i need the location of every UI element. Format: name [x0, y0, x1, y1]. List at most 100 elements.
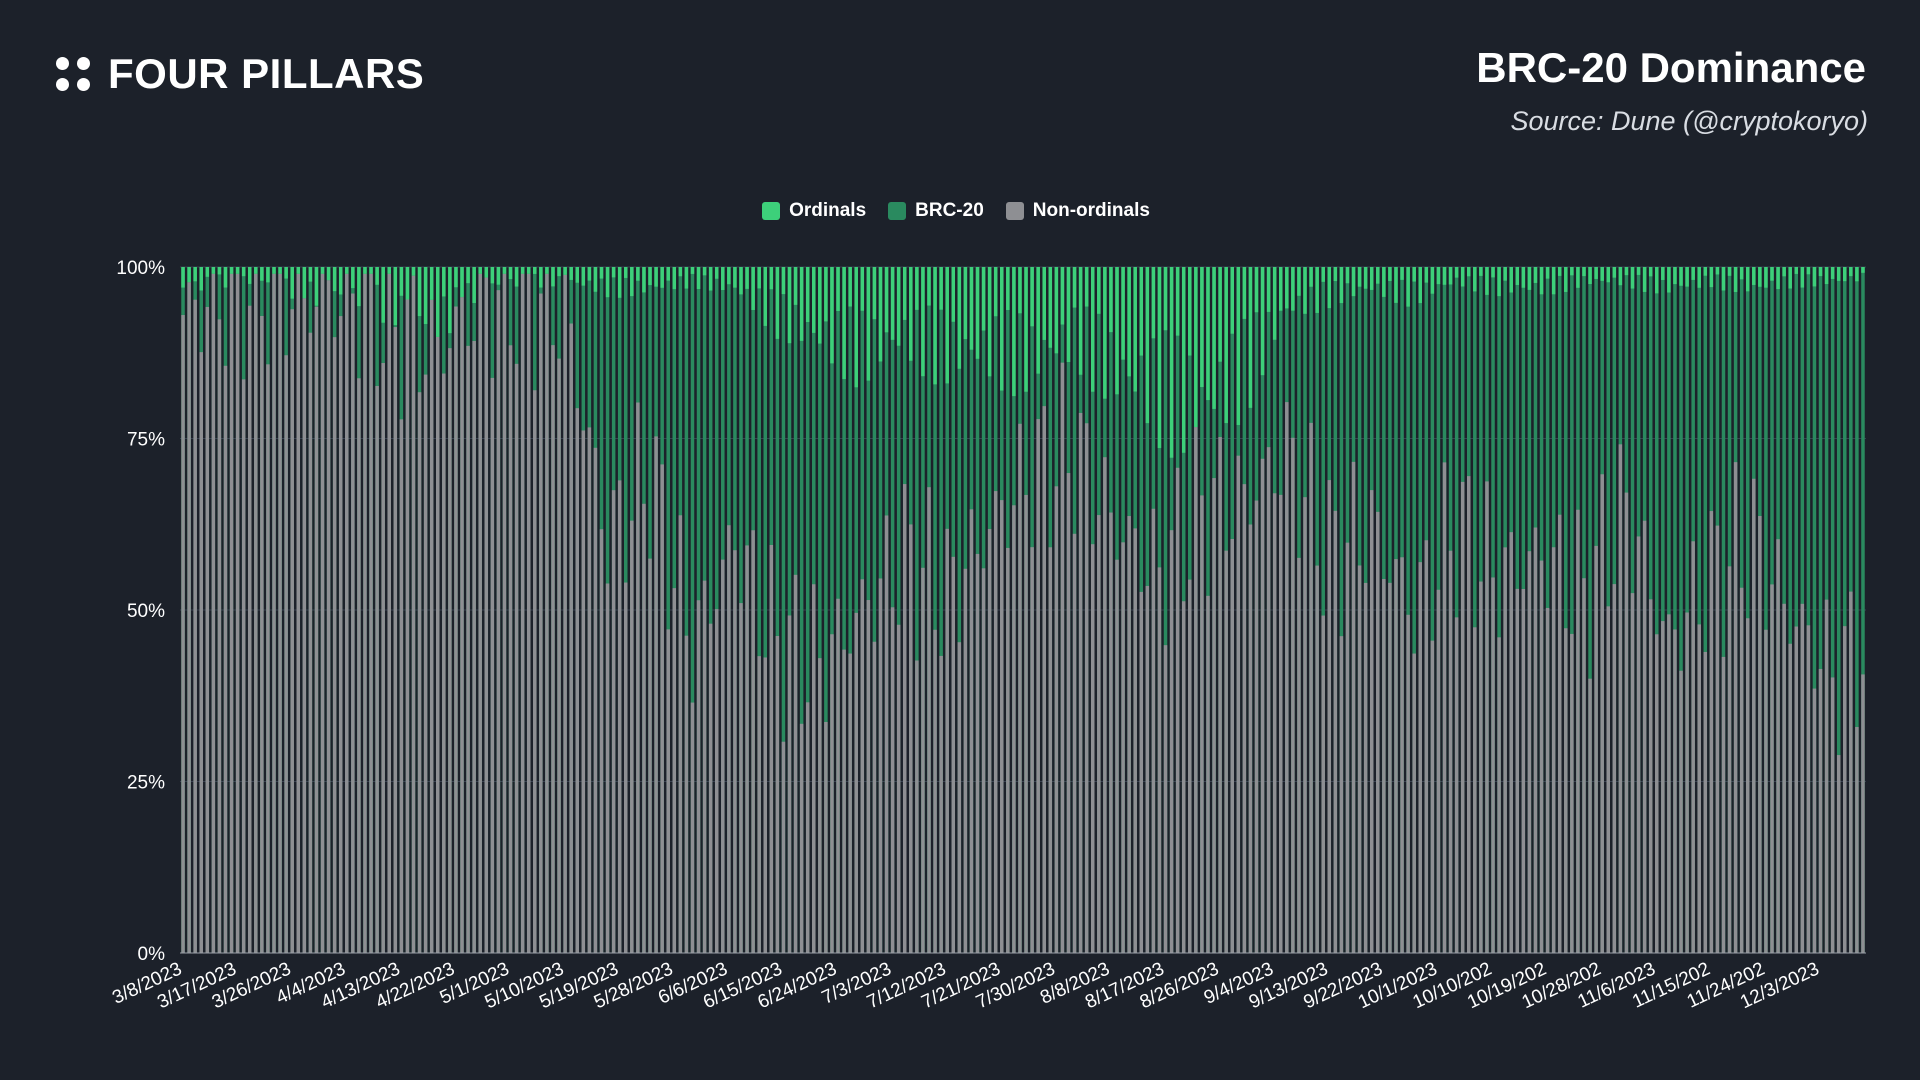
bar-ordinals	[1576, 267, 1580, 288]
bar-ordinals	[575, 267, 579, 283]
bar-ordinals	[678, 267, 683, 277]
bar-non-ordinals	[1570, 633, 1574, 953]
bar-brc20	[1794, 267, 1799, 953]
bar-non-ordinals	[1545, 607, 1550, 953]
bar-non-ordinals	[1103, 457, 1107, 953]
bar-ordinals	[1436, 267, 1441, 285]
bar-ordinals	[884, 267, 889, 333]
bar-ordinals	[660, 267, 664, 288]
bar-non-ordinals	[733, 550, 737, 953]
bar-non-ordinals	[193, 299, 197, 953]
bar-ordinals	[672, 267, 677, 290]
bar-ordinals	[399, 267, 404, 296]
bar-non-ordinals	[708, 623, 713, 953]
bar-non-ordinals	[1642, 520, 1647, 953]
bar-non-ordinals	[872, 641, 877, 953]
bar-non-ordinals	[1709, 511, 1714, 953]
legend-item-non-ordinals: Non-ordinals	[1005, 200, 1150, 222]
bar-non-ordinals	[557, 358, 561, 953]
y-tick-label: 50%	[127, 601, 165, 622]
bar-ordinals	[1042, 267, 1046, 340]
bar-ordinals	[1861, 267, 1865, 273]
bar-ordinals	[1703, 267, 1708, 276]
bar-ordinals	[1752, 267, 1756, 285]
bar-ordinals	[1818, 267, 1823, 277]
bar-non-ordinals	[1600, 474, 1604, 953]
bar-ordinals	[763, 267, 768, 326]
bar-non-ordinals	[842, 649, 846, 953]
bar-ordinals	[326, 267, 331, 281]
bar-non-ordinals	[381, 363, 385, 953]
bar-non-ordinals	[1139, 591, 1144, 953]
bar-ordinals	[1606, 267, 1611, 283]
bar-non-ordinals	[933, 629, 937, 953]
bar-non-ordinals	[1557, 514, 1562, 953]
bar-ordinals	[514, 267, 519, 287]
bar-ordinals	[351, 267, 355, 289]
bar-non-ordinals	[981, 568, 986, 953]
bar-non-ordinals	[963, 568, 968, 953]
bar-non-ordinals	[1084, 423, 1089, 953]
bar-brc20	[1497, 267, 1501, 953]
y-tick-label: 75%	[127, 430, 165, 451]
bar-non-ordinals	[1194, 427, 1198, 953]
bar-ordinals	[593, 267, 598, 292]
bar-ordinals	[345, 267, 349, 274]
bar-brc20	[1703, 267, 1708, 953]
bar-non-ordinals	[1333, 510, 1338, 953]
bar-ordinals	[890, 267, 895, 340]
bar-ordinals	[1648, 267, 1653, 277]
bar-ordinals	[1521, 267, 1526, 288]
bar-non-ordinals	[1115, 559, 1119, 953]
bar-ordinals	[187, 267, 191, 283]
bar-non-ordinals	[338, 316, 343, 953]
bar-non-ordinals	[878, 578, 883, 953]
bar-ordinals	[1745, 267, 1750, 292]
bar-non-ordinals	[1830, 677, 1835, 953]
bar-non-ordinals	[1618, 444, 1623, 953]
bar-non-ordinals	[1212, 478, 1216, 953]
bar-non-ordinals	[375, 385, 379, 953]
bar-brc20	[1321, 267, 1325, 953]
bar-ordinals	[1084, 267, 1089, 307]
bar-ordinals	[454, 267, 458, 288]
bar-non-ordinals	[1382, 579, 1386, 953]
bar-non-ordinals	[1018, 423, 1022, 953]
bar-non-ordinals	[812, 584, 816, 953]
bar-non-ordinals	[1090, 544, 1095, 953]
bar-ordinals	[1418, 267, 1422, 304]
bar-non-ordinals	[648, 558, 652, 953]
bar-ordinals	[1175, 267, 1180, 336]
bar-ordinals	[296, 267, 301, 274]
bar-non-ordinals	[460, 297, 464, 953]
bar-ordinals	[812, 267, 816, 333]
bar-ordinals	[824, 267, 828, 322]
bar-ordinals	[1582, 267, 1586, 277]
bar-non-ordinals	[702, 580, 707, 953]
bar-brc20	[1163, 267, 1168, 953]
bar-non-ordinals	[1539, 560, 1544, 953]
bar-ordinals	[1794, 267, 1799, 274]
bar-ordinals	[708, 267, 713, 291]
bar-ordinals	[1351, 267, 1356, 297]
bar-ordinals	[1830, 267, 1835, 279]
bar-non-ordinals	[496, 290, 501, 953]
bar-ordinals	[721, 267, 725, 290]
bar-ordinals	[1539, 267, 1544, 295]
bar-non-ordinals	[484, 277, 489, 953]
bar-ordinals	[1642, 267, 1647, 292]
bar-non-ordinals	[345, 273, 349, 953]
bar-ordinals	[1776, 267, 1780, 290]
bar-non-ordinals	[1121, 542, 1125, 953]
bar-ordinals	[1218, 267, 1222, 362]
bar-ordinals	[1479, 267, 1483, 276]
bar-non-ordinals	[890, 607, 895, 953]
bar-ordinals	[1163, 267, 1168, 331]
bar-non-ordinals	[478, 273, 482, 953]
bar-non-ordinals	[563, 274, 567, 953]
bar-non-ordinals	[617, 480, 622, 953]
bar-non-ordinals	[260, 315, 264, 953]
bar-brc20	[1812, 267, 1817, 953]
bar-non-ordinals	[429, 299, 434, 953]
bar-non-ordinals	[1291, 437, 1295, 953]
